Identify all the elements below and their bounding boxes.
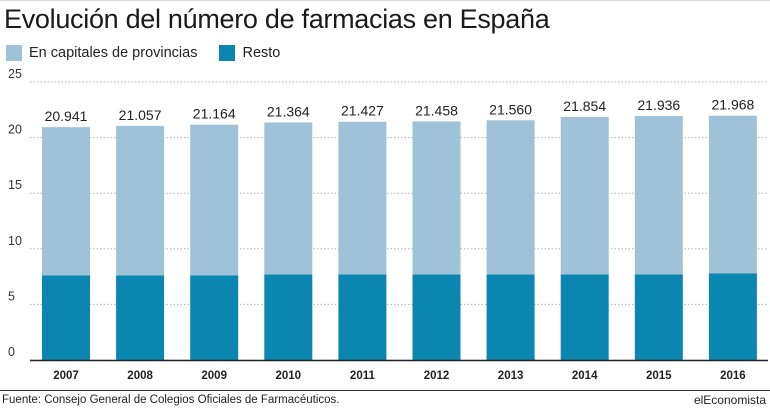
footer-divider (0, 390, 770, 391)
bar-segment-capitales (486, 120, 535, 275)
bar-segment-resto (116, 275, 165, 360)
bar-segment-capitales (116, 125, 165, 276)
total-label: 21.458 (415, 102, 458, 118)
y-tick-label: 20 (8, 123, 22, 137)
bar-segment-resto (338, 274, 387, 360)
total-label: 21.427 (341, 103, 384, 119)
bar-segment-capitales (42, 127, 90, 276)
total-label: 21.560 (489, 101, 532, 117)
bar-segment-resto (190, 275, 239, 360)
legend-swatch-resto (219, 45, 236, 61)
bar-segment-resto (560, 274, 609, 360)
bar-segment-resto (412, 274, 461, 360)
bar-segment-capitales (190, 124, 239, 276)
total-label: 21.057 (119, 107, 162, 123)
chart-title: Evolución del número de farmacias en Esp… (4, 4, 550, 34)
legend: En capitales de provincias Resto (6, 43, 302, 63)
x-tick-label: 2012 (424, 370, 450, 382)
total-label: 21.164 (193, 106, 236, 122)
legend-item-resto: Resto (219, 45, 280, 61)
x-tick-label: 2011 (350, 370, 376, 382)
x-tick-label: 2014 (572, 370, 598, 382)
bar-segment-resto (634, 274, 683, 360)
y-axis: 0 5 10 15 20 25 (8, 67, 22, 359)
bar-segment-capitales (412, 121, 461, 275)
bar-segment-capitales (634, 116, 683, 275)
bars (42, 115, 757, 360)
x-tick-label: 2008 (127, 370, 153, 382)
y-tick-label: 15 (8, 178, 22, 192)
x-tick-label: 2009 (201, 370, 227, 382)
y-tick-label: 0 (8, 345, 15, 359)
y-tick-label: 5 (8, 289, 15, 303)
legend-swatch-capitales (6, 45, 22, 61)
bar-segment-resto (42, 275, 90, 360)
x-tick-label: 2010 (276, 370, 302, 382)
y-tick-label: 25 (8, 67, 22, 81)
data-labels: 20.941 21.057 21.164 21.364 21.427 21.458 21.5… (45, 97, 755, 124)
bar-segment-capitales (560, 116, 609, 275)
x-tick-label: 2007 (53, 370, 79, 382)
x-axis: 2007 2008 2009 2010 2011 2012 2013 2014 2015 2016 (30, 359, 768, 382)
legend-label-resto: Resto (242, 45, 281, 61)
source-note: Fuente: Consejo General de Colegios Ofic… (2, 394, 340, 406)
legend-item-capitales: En capitales de provincias (6, 45, 197, 61)
total-label: 21.968 (711, 97, 754, 113)
brand-logo: elEconomista (693, 393, 766, 407)
x-tick-label: 2016 (720, 370, 746, 382)
bar-segment-capitales (708, 115, 757, 274)
bar-segment-capitales (338, 121, 387, 275)
x-tick-label: 2015 (646, 370, 672, 382)
bar-segment-capitales (264, 122, 313, 275)
y-tick-label: 10 (8, 234, 22, 248)
x-tick-label: 2013 (498, 370, 524, 382)
total-label: 20.941 (45, 108, 88, 124)
total-label: 21.854 (563, 98, 606, 114)
total-label: 21.936 (637, 97, 680, 113)
legend-label-capitales: En capitales de provincias (29, 45, 198, 61)
bar-chart: 20.941 21.057 21.164 21.364 21.427 21.458 21.5… (8, 67, 768, 382)
bar-segment-resto (264, 274, 313, 360)
total-label: 21.364 (267, 103, 310, 119)
bar-segment-resto (708, 273, 757, 360)
bar-segment-resto (486, 274, 535, 360)
top-border (0, 0, 770, 1)
